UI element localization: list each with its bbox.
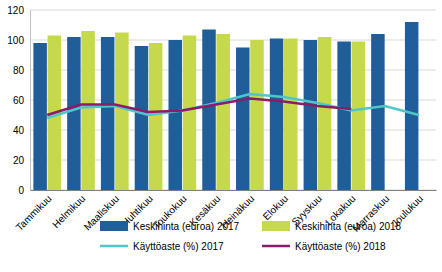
y-tick: 0 <box>18 185 30 196</box>
y-tick-label: 100 <box>7 35 24 46</box>
bar-series <box>33 22 418 190</box>
y-tick-label: 0 <box>18 185 24 196</box>
legend-swatch <box>100 221 128 231</box>
bar <box>101 37 114 190</box>
plot: 0 20 40 60 80 100 120 TammikuuHelmikuuMaaliskuu… <box>7 5 436 234</box>
bar <box>202 30 215 191</box>
y-tick: 20 <box>13 155 30 166</box>
bar <box>405 22 418 190</box>
bar <box>81 31 94 190</box>
line <box>47 94 419 118</box>
x-tick-label: Tammikuu <box>14 193 54 233</box>
bar <box>284 39 297 191</box>
legend-label: Keskihinta (euroa) 2017 <box>133 221 240 232</box>
y-tick-label: 40 <box>13 125 25 136</box>
bar <box>33 43 46 190</box>
x-tick-label: Elokuu <box>261 193 290 222</box>
grid-line <box>30 10 436 11</box>
x-tick: Tammikuu <box>14 190 54 233</box>
legend-item: Keskihinta (euroa) 2017 <box>100 221 240 232</box>
legend-label: Käyttöaste (%) 2018 <box>295 241 386 252</box>
bar <box>270 39 283 191</box>
legend-label: Keskihinta (euroa) 2018 <box>295 221 402 232</box>
legend-item: Käyttöaste (%) 2018 <box>262 241 386 252</box>
marks <box>33 22 418 190</box>
legend-swatch <box>262 245 290 248</box>
bar <box>304 40 317 190</box>
bar <box>115 33 128 191</box>
bar <box>371 34 384 190</box>
legend-swatch <box>262 221 290 231</box>
bar <box>352 42 365 191</box>
y-tick: 40 <box>13 125 30 136</box>
y-tick-label: 80 <box>13 65 25 76</box>
bar <box>67 37 80 190</box>
y-tick: 60 <box>13 95 30 106</box>
legend-item: Keskihinta (euroa) 2018 <box>262 221 402 232</box>
y-axis-line <box>30 11 31 191</box>
bar <box>168 40 181 190</box>
legend-item: Käyttöaste (%) 2017 <box>100 241 224 252</box>
bar <box>236 48 249 191</box>
line <box>47 99 351 116</box>
bar <box>337 42 350 191</box>
y-axis: 0 20 40 60 80 100 120 <box>7 5 30 196</box>
legend-swatch <box>100 245 128 248</box>
legend-label: Käyttöaste (%) 2017 <box>133 241 224 252</box>
bar-series <box>48 31 365 190</box>
bar <box>318 37 331 190</box>
bar <box>216 34 229 190</box>
x-axis: TammikuuHelmikuuMaaliskuuHuhtikuuToukoku… <box>14 190 437 234</box>
bar <box>183 36 196 191</box>
bar <box>250 40 263 190</box>
y-tick-label: 60 <box>13 95 25 106</box>
chart: 0 20 40 60 80 100 120 TammikuuHelmikuuMaaliskuu… <box>0 0 442 272</box>
x-axis-line <box>31 190 437 191</box>
bar <box>149 43 162 190</box>
y-tick: 100 <box>7 35 30 46</box>
y-tick-label: 120 <box>7 5 24 16</box>
bar <box>135 46 148 190</box>
x-tick: Elokuu <box>261 190 290 222</box>
y-tick: 120 <box>7 5 30 16</box>
legend: Keskihinta (euroa) 2017 Keskihinta (euroa… <box>100 221 402 252</box>
y-tick-label: 20 <box>13 155 25 166</box>
grid <box>30 10 436 190</box>
y-tick: 80 <box>13 65 30 76</box>
